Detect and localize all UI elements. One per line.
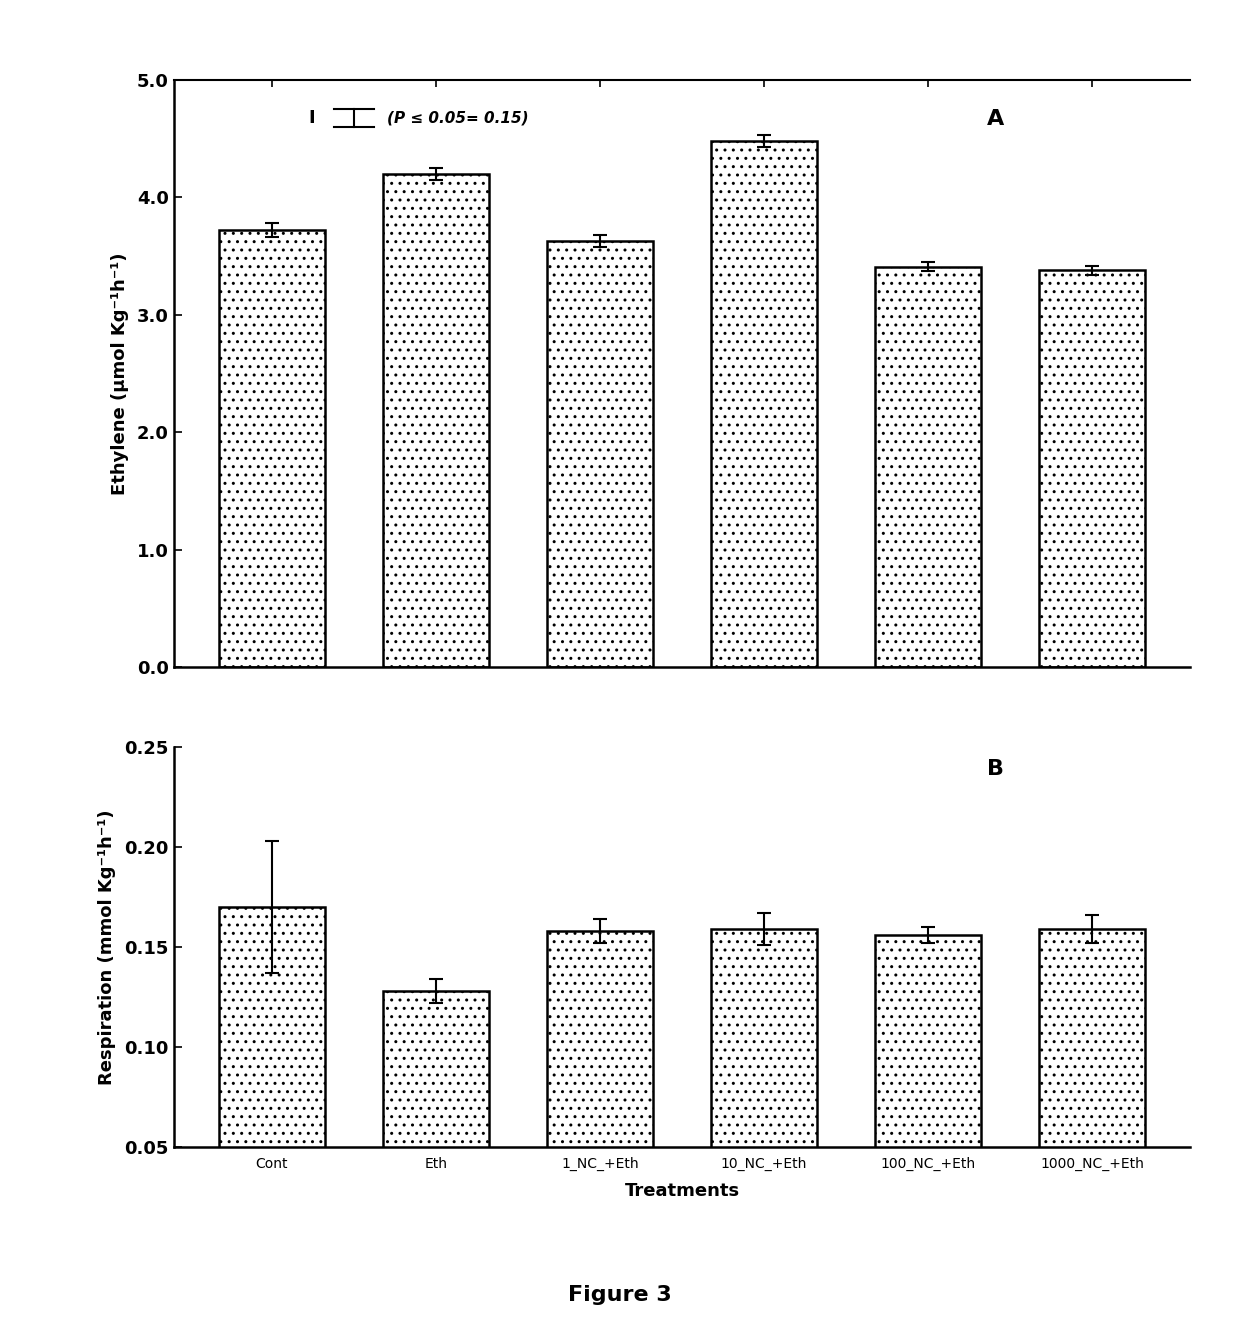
- Bar: [547, 241, 653, 667]
- Bar: [383, 173, 490, 667]
- Bar: [1039, 928, 1146, 1247]
- Bar: [874, 267, 981, 667]
- Bar: [711, 141, 817, 667]
- Bar: [218, 907, 325, 1247]
- Text: (P ≤ 0.05= 0.15): (P ≤ 0.05= 0.15): [387, 111, 528, 125]
- Y-axis label: Ethylene (μmol Kg⁻¹h⁻¹): Ethylene (μmol Kg⁻¹h⁻¹): [110, 252, 129, 495]
- Text: A: A: [987, 109, 1004, 129]
- Bar: [218, 231, 325, 667]
- Bar: [218, 907, 325, 1247]
- Bar: [1039, 928, 1146, 1247]
- Bar: [874, 267, 981, 667]
- Bar: [383, 991, 490, 1247]
- Text: Figure 3: Figure 3: [568, 1285, 672, 1305]
- Bar: [711, 928, 817, 1247]
- Text: I: I: [308, 109, 315, 127]
- X-axis label: Treatments: Treatments: [625, 1182, 739, 1201]
- Bar: [874, 935, 981, 1247]
- Bar: [383, 173, 490, 667]
- Bar: [547, 931, 653, 1247]
- Bar: [711, 141, 817, 667]
- Bar: [1039, 271, 1146, 667]
- Bar: [547, 931, 653, 1247]
- Text: B: B: [987, 759, 1004, 779]
- Bar: [218, 231, 325, 667]
- Bar: [547, 241, 653, 667]
- Bar: [383, 991, 490, 1247]
- Bar: [874, 935, 981, 1247]
- Bar: [711, 928, 817, 1247]
- Bar: [1039, 271, 1146, 667]
- Y-axis label: Respiration (mmol Kg⁻¹h⁻¹): Respiration (mmol Kg⁻¹h⁻¹): [98, 810, 117, 1085]
